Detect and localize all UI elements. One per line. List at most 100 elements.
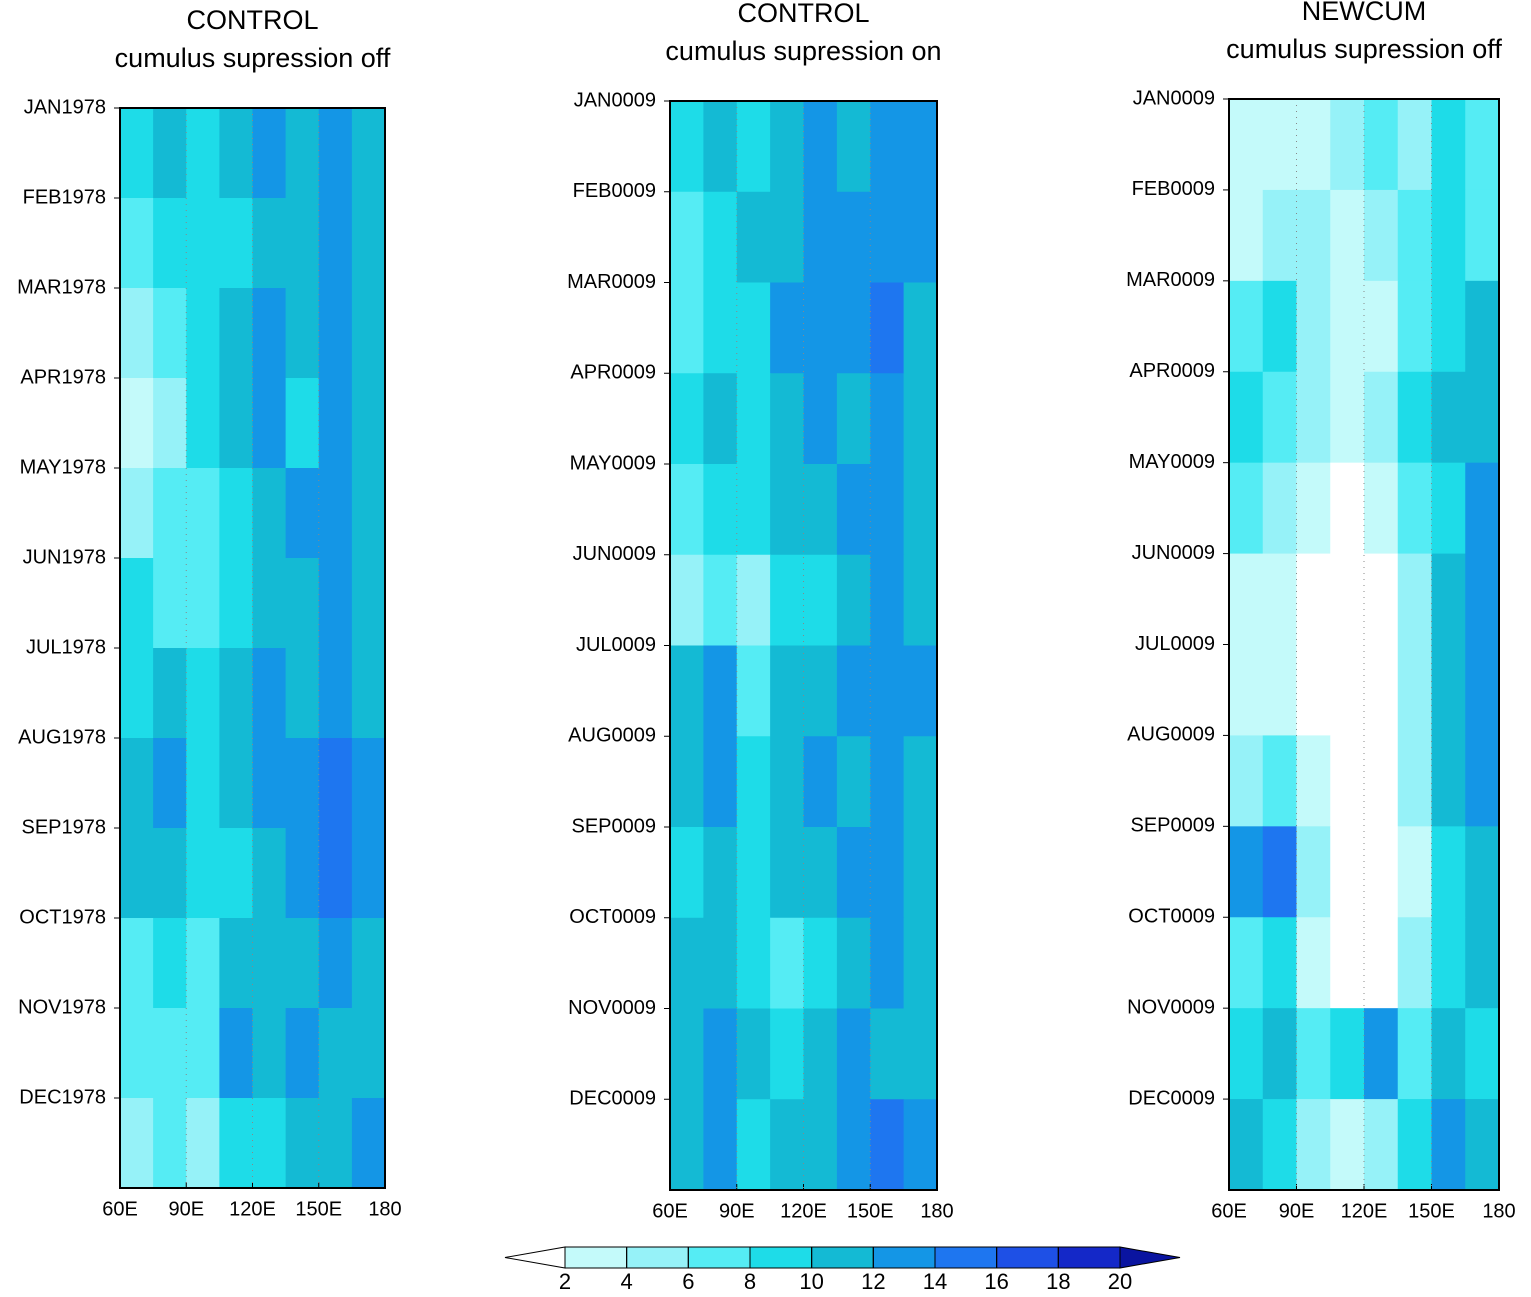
heat-cell xyxy=(803,827,838,919)
heat-cell xyxy=(351,828,386,919)
heat-cell xyxy=(120,558,154,649)
heat-cell xyxy=(252,828,287,919)
heat-cell xyxy=(153,918,187,1009)
heat-cell xyxy=(1397,826,1432,918)
heat-cell xyxy=(252,558,287,649)
heat-cell xyxy=(252,378,287,469)
heat-cell xyxy=(1262,462,1297,555)
heat-cell xyxy=(318,288,353,379)
plot-frame xyxy=(1228,98,1500,1191)
heat-cell xyxy=(1262,735,1297,827)
x-tick-label: 90E xyxy=(719,1200,755,1222)
y-tick-label: FEB0009 xyxy=(573,180,656,202)
heat-cell xyxy=(219,288,253,379)
heat-cell xyxy=(1364,917,1399,1009)
heat-cell xyxy=(1229,280,1264,373)
heat-cell xyxy=(1330,826,1365,918)
heat-cell xyxy=(219,828,253,919)
heat-cell xyxy=(318,558,353,649)
heat-cell xyxy=(770,736,804,828)
heat-cell xyxy=(903,464,938,556)
x-tick-label: 90E xyxy=(1279,1200,1315,1222)
heat-cell xyxy=(1262,1008,1297,1100)
heat-cell xyxy=(120,198,154,289)
y-tick-label: AUG1978 xyxy=(18,726,106,748)
y-tick-label: JUL1978 xyxy=(26,636,106,658)
heat-cell xyxy=(252,1098,287,1189)
heat-cell xyxy=(870,373,905,465)
heat-cell xyxy=(153,558,187,649)
heat-cell xyxy=(153,738,187,829)
x-tick-label: 120E xyxy=(780,1200,827,1222)
heat-cell xyxy=(1364,280,1399,373)
x-tick-label: 150E xyxy=(295,1198,342,1220)
heat-cell xyxy=(318,108,353,199)
heat-cell xyxy=(736,373,771,465)
colorbar-segment xyxy=(996,1246,1059,1269)
colorbar-label: 4 xyxy=(621,1269,633,1294)
heat-cell xyxy=(1397,371,1432,464)
heat-cell xyxy=(219,918,253,1009)
heat-cell xyxy=(351,918,386,1009)
heat-cell xyxy=(1296,553,1331,645)
heat-cell xyxy=(219,198,253,289)
heat-cell xyxy=(870,917,905,1009)
colorbar-segment xyxy=(811,1246,874,1269)
heat-cell xyxy=(803,101,838,193)
y-tick-label: SEP1978 xyxy=(21,816,106,838)
y-tick-label: JUL0009 xyxy=(1135,633,1215,655)
x-tick-label: 60E xyxy=(1211,1200,1247,1222)
heat-cell xyxy=(1262,917,1297,1009)
heat-cell xyxy=(153,288,187,379)
heat-cell xyxy=(186,1008,220,1099)
heat-cell xyxy=(1296,917,1331,1009)
heat-cell xyxy=(770,101,804,193)
heat-cell xyxy=(1330,371,1365,464)
heat-cell xyxy=(770,282,804,374)
heat-cell xyxy=(870,554,905,646)
heat-cell xyxy=(351,738,386,829)
heat-cell xyxy=(770,917,804,1009)
heat-cell xyxy=(252,918,287,1009)
heat-cell xyxy=(1296,1008,1331,1100)
heat-cell xyxy=(1262,553,1297,645)
heat-cell xyxy=(770,554,804,646)
y-tick-label: JUN0009 xyxy=(573,543,656,565)
heat-cell xyxy=(836,1099,871,1191)
heat-cell xyxy=(1262,826,1297,918)
heat-cell xyxy=(903,1008,938,1100)
heat-cell xyxy=(318,918,353,1009)
heat-cell xyxy=(1229,917,1264,1009)
heat-cell xyxy=(153,108,187,199)
heat-cell xyxy=(285,108,320,199)
heat-cell xyxy=(1229,462,1264,555)
heat-cell xyxy=(803,1008,838,1100)
heat-cell xyxy=(120,1098,154,1189)
heat-cell xyxy=(670,191,704,283)
heat-cell xyxy=(252,1008,287,1099)
colorbar-segment xyxy=(934,1246,998,1269)
heat-cell xyxy=(219,558,253,649)
heat-cell xyxy=(285,378,320,469)
heat-cell xyxy=(1397,462,1432,555)
heat-cell xyxy=(1465,1099,1500,1191)
heat-cell xyxy=(803,1099,838,1191)
heat-cell xyxy=(770,1008,804,1100)
heat-cell xyxy=(1364,462,1399,555)
heat-cell xyxy=(1229,189,1264,282)
heat-cell xyxy=(836,373,871,465)
y-tick-label: DEC0009 xyxy=(1128,1087,1215,1109)
heat-cell xyxy=(285,1098,320,1189)
heat-cell xyxy=(186,828,220,919)
heat-cell xyxy=(186,738,220,829)
heat-cell xyxy=(703,1099,738,1191)
heat-cell xyxy=(219,468,253,559)
heat-cell xyxy=(1330,1099,1365,1191)
x-tick-label: 180 xyxy=(368,1198,401,1220)
heat-cell xyxy=(1262,371,1297,464)
heat-cell xyxy=(736,736,771,828)
y-tick-label: MAY1978 xyxy=(20,456,106,478)
heat-cell xyxy=(703,736,738,828)
heat-cell xyxy=(836,554,871,646)
colorbar-segment xyxy=(872,1246,936,1269)
